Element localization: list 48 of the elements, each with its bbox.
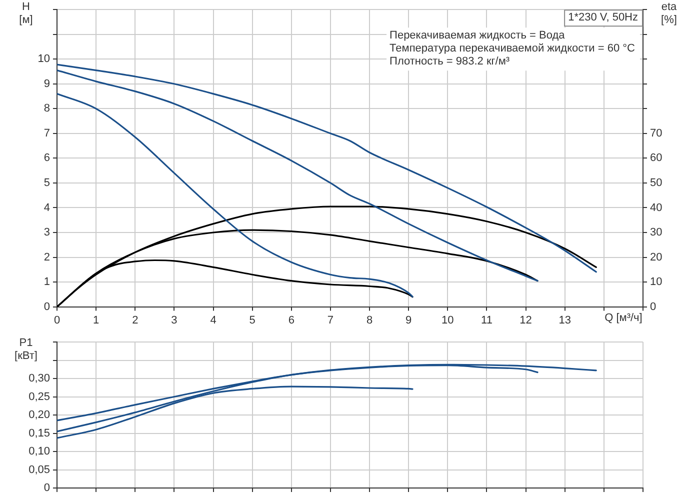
- x-axis-title: Q [м³/ч]: [604, 312, 642, 324]
- x-tick-label: 8: [366, 314, 373, 326]
- x-tick-label: 9: [406, 314, 412, 326]
- y-tick-label: 0,05: [28, 464, 50, 476]
- y-tick-label: 0: [44, 300, 50, 313]
- x-tick-label: 4: [210, 314, 216, 326]
- y2-tick-label: 60: [650, 152, 662, 164]
- x-tick-label: 2: [132, 314, 138, 326]
- x-tick-label: 12: [520, 314, 532, 326]
- y2-tick-label: 50: [650, 177, 662, 189]
- y-tick-label: 0,10: [28, 446, 50, 458]
- y2-tick-label: 10: [650, 276, 662, 288]
- y-tick-label: 3: [44, 226, 50, 239]
- x-tick-label: 10: [442, 314, 454, 326]
- x-tick-label: 3: [171, 314, 178, 326]
- y-tick-label: 6: [44, 152, 50, 164]
- x-tick-label: 7: [327, 314, 334, 326]
- y-tick-label: 9: [44, 78, 50, 90]
- y-tick-label: 4: [44, 202, 50, 214]
- y-tick-label: 1: [44, 276, 50, 288]
- y-axis-title: H [м]: [19, 1, 33, 26]
- y2-tick-label: 40: [650, 202, 662, 214]
- y2-axis-title: eta [%]: [661, 1, 678, 26]
- y-tick-label: 0,30: [28, 372, 50, 385]
- y-tick-label: 5: [44, 177, 50, 189]
- annotation: Плотность = 983.2 кг/м³: [390, 56, 510, 68]
- x-tick-label: 13: [558, 314, 571, 326]
- y2-tick-label: 30: [650, 226, 662, 239]
- y2-tick-label: 20: [650, 251, 662, 264]
- annotation: Перекачиваемая жидкость = Вода: [390, 30, 566, 42]
- chart-title: 1*230 V, 50Hz: [568, 12, 638, 24]
- y-tick-label: 0,15: [28, 427, 50, 440]
- y-tick-label: 0: [44, 482, 50, 494]
- x-tick-label: 6: [288, 314, 294, 326]
- y-tick-label: 7: [44, 127, 50, 140]
- x-tick-label: 0: [54, 314, 60, 326]
- annotation: Температура перекачиваемой жидкости = 60 °C: [390, 42, 636, 55]
- y-tick-label: 2: [44, 251, 50, 264]
- x-tick-label: 5: [249, 314, 256, 326]
- y2-tick-label: 0: [650, 300, 656, 313]
- y-tick-label: 0,20: [28, 409, 50, 422]
- y2-tick-label: 70: [650, 127, 662, 140]
- x-tick-label: 1: [93, 314, 100, 326]
- x-tick-label: 11: [481, 314, 492, 326]
- y-tick-label: 10: [38, 53, 50, 66]
- y-tick-label: 8: [44, 102, 50, 115]
- y-axis-title: P1 [кВт]: [14, 337, 38, 362]
- y-tick-label: 0,25: [28, 390, 50, 403]
